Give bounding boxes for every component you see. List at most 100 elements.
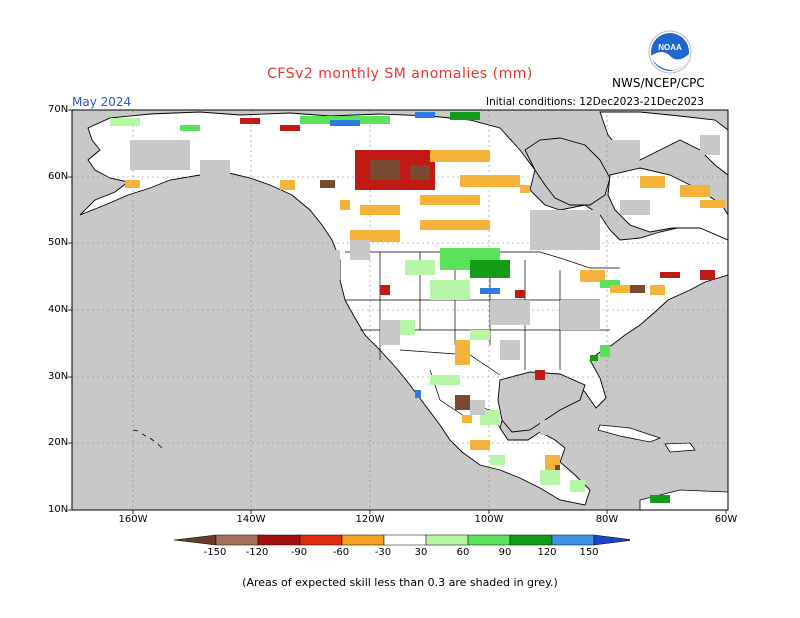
grey-skill-cells bbox=[130, 135, 720, 435]
anomaly-cell bbox=[470, 260, 510, 278]
color-legend bbox=[173, 534, 630, 546]
anomaly-cell bbox=[430, 375, 460, 385]
gulf-of-mexico bbox=[497, 371, 586, 433]
cuba bbox=[597, 424, 662, 443]
legend-tick: -90 bbox=[290, 547, 308, 558]
anomaly-cell bbox=[650, 495, 670, 503]
lon-label: 140W bbox=[236, 514, 266, 525]
anomaly-cell bbox=[430, 150, 490, 162]
low-skill-cell bbox=[130, 140, 190, 170]
legend-swatch bbox=[341, 534, 385, 546]
legend-tick: -60 bbox=[332, 547, 350, 558]
anomaly-cell bbox=[600, 280, 620, 288]
legend-tick: 60 bbox=[456, 547, 470, 558]
low-skill-cell bbox=[300, 250, 340, 280]
legend-swatch bbox=[257, 534, 301, 546]
map-title: CFSv2 monthly SM anomalies (mm) bbox=[267, 66, 533, 82]
legend-swatch bbox=[467, 534, 511, 546]
anomaly-cell bbox=[380, 285, 390, 295]
legend-tick: -30 bbox=[374, 547, 392, 558]
agency-label: NWS/NCEP/CPC bbox=[612, 76, 705, 90]
legend-swatch bbox=[425, 534, 469, 546]
forecast-month: May 2024 bbox=[72, 95, 132, 109]
lat-label: 10N bbox=[48, 504, 69, 515]
legend-swatch bbox=[551, 534, 595, 546]
anomaly-cell bbox=[555, 465, 560, 470]
hawaii-islands bbox=[132, 429, 163, 449]
anomaly-cell bbox=[600, 345, 610, 357]
legend-arrow-right bbox=[593, 534, 630, 546]
low-skill-cell bbox=[200, 160, 230, 180]
hispaniola bbox=[664, 442, 696, 453]
anomaly-cell bbox=[400, 320, 415, 335]
graticule bbox=[72, 110, 728, 510]
legend-tick: 30 bbox=[414, 547, 428, 558]
lon-label: 160W bbox=[118, 514, 148, 525]
anomaly-cell bbox=[420, 195, 480, 205]
legend-swatches bbox=[173, 534, 630, 546]
anomaly-cell bbox=[470, 330, 490, 340]
anomaly-cell bbox=[700, 270, 715, 280]
anomaly-cell bbox=[430, 280, 470, 300]
anomaly-cell bbox=[640, 176, 665, 188]
anomaly-cell bbox=[350, 230, 400, 242]
labrador-land bbox=[607, 167, 728, 241]
anomaly-cell bbox=[455, 395, 470, 410]
low-skill-cell bbox=[610, 140, 640, 160]
anomaly-cell bbox=[610, 285, 640, 293]
low-skill-cell bbox=[620, 200, 650, 215]
anomaly-cell bbox=[455, 340, 470, 365]
anomaly-cell bbox=[540, 470, 560, 485]
anomaly-cell bbox=[520, 185, 530, 193]
anomaly-cell bbox=[420, 220, 490, 230]
anomaly-cell bbox=[110, 118, 140, 126]
anomaly-cell bbox=[480, 288, 500, 294]
anomaly-cell bbox=[590, 355, 598, 361]
lat-label: 50N bbox=[48, 237, 69, 248]
legend-arrow-left bbox=[173, 534, 217, 546]
skill-footnote: (Areas of expected skill less than 0.3 a… bbox=[242, 576, 558, 589]
anomaly-cell bbox=[330, 120, 360, 126]
low-skill-cell bbox=[400, 420, 415, 435]
low-skill-cell bbox=[530, 210, 600, 250]
anomaly-cell bbox=[630, 285, 645, 293]
legend-tick: -150 bbox=[203, 547, 227, 558]
initial-conditions: Initial conditions: 12Dec2023-21Dec2023 bbox=[486, 96, 704, 108]
low-skill-cell bbox=[500, 340, 520, 360]
low-skill-cell bbox=[540, 420, 560, 435]
anomaly-cell bbox=[680, 185, 710, 197]
anomaly-cell bbox=[570, 480, 585, 492]
anomaly-cell bbox=[125, 180, 140, 188]
noaa-logo-icon: NOAA bbox=[648, 30, 692, 74]
lat-label: 20N bbox=[48, 437, 69, 448]
low-skill-cell bbox=[470, 400, 485, 415]
lon-label: 80W bbox=[595, 514, 619, 525]
anomaly-cell bbox=[450, 112, 480, 120]
anomaly-cell bbox=[580, 270, 605, 282]
legend-tick: 90 bbox=[498, 547, 512, 558]
anomaly-cell bbox=[340, 200, 350, 210]
lon-label: 60W bbox=[714, 514, 738, 525]
lon-label: 120W bbox=[355, 514, 385, 525]
low-skill-cell bbox=[350, 240, 370, 260]
anomaly-cell bbox=[660, 272, 680, 278]
svg-text:NOAA: NOAA bbox=[658, 43, 682, 52]
lat-label: 60N bbox=[48, 171, 69, 182]
axis-ticks bbox=[68, 109, 727, 514]
anomaly-cell bbox=[360, 205, 400, 215]
legend-swatch bbox=[509, 534, 553, 546]
anomaly-cells bbox=[110, 112, 725, 503]
anomaly-cell bbox=[180, 125, 200, 131]
anomaly-cell bbox=[280, 180, 295, 190]
anomaly-cell bbox=[415, 390, 421, 398]
legend-tick: 150 bbox=[579, 547, 599, 558]
anomaly-cell bbox=[410, 165, 430, 180]
anomaly-cell bbox=[535, 370, 545, 380]
anomaly-cell bbox=[280, 125, 300, 131]
legend-swatch bbox=[215, 534, 259, 546]
anomaly-cell bbox=[700, 200, 725, 208]
anomaly-cell bbox=[415, 112, 435, 118]
lat-label: 40N bbox=[48, 304, 69, 315]
legend-swatch bbox=[299, 534, 343, 546]
